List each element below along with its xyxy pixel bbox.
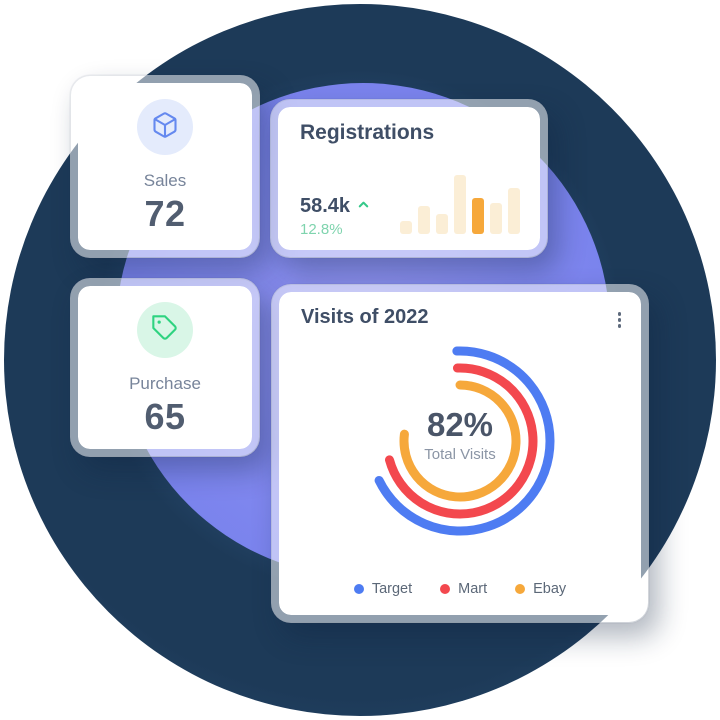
bar (454, 175, 466, 234)
arc-target (374, 346, 555, 536)
legend-label: Ebay (533, 581, 567, 597)
sales-icon-circle (137, 99, 193, 155)
sales-card: Sales 72 (70, 75, 260, 258)
visits-arc-chart (374, 346, 555, 536)
arc-mart (384, 363, 538, 519)
legend-item-ebay[interactable]: Ebay (515, 581, 566, 597)
legend-dot (353, 584, 364, 594)
legend-label: Target (371, 581, 413, 597)
kebab-menu-icon[interactable] (614, 308, 626, 332)
visits-title: Visits of 2022 (301, 306, 429, 328)
legend-dot (515, 584, 526, 594)
sales-value: 72 (144, 193, 186, 234)
purchase-label: Purchase (129, 374, 201, 393)
registrations-stats: 58.4k 12.8% (300, 195, 371, 238)
cube-icon (151, 111, 179, 144)
registrations-bar-chart (400, 172, 520, 234)
bar (400, 221, 412, 234)
bar (436, 214, 448, 234)
bar (508, 188, 520, 234)
trend-up-icon (356, 197, 371, 217)
visits-legend: Target Mart Ebay (279, 581, 641, 597)
legend-dot (440, 584, 451, 594)
registrations-change: 12.8% (300, 221, 343, 238)
registrations-title: Registrations (300, 121, 435, 144)
purchase-card: Purchase 65 (70, 278, 260, 457)
registrations-value: 58.4k (300, 195, 351, 217)
tag-icon (151, 314, 179, 347)
registrations-card: Registrations 58.4k 12.8% (270, 99, 548, 258)
legend-item-mart[interactable]: Mart (440, 581, 487, 597)
legend-label: Mart (458, 581, 488, 597)
bar (490, 203, 502, 234)
arc-ebay (399, 380, 521, 502)
visits-card: Visits of 2022 82% Total Visits Target Ma… (271, 284, 649, 623)
bar (418, 206, 430, 234)
purchase-value: 65 (144, 396, 186, 437)
legend-item-target[interactable]: Target (353, 581, 413, 597)
bar (472, 198, 484, 234)
sales-label: Sales (143, 171, 187, 190)
purchase-icon-circle (137, 302, 193, 358)
